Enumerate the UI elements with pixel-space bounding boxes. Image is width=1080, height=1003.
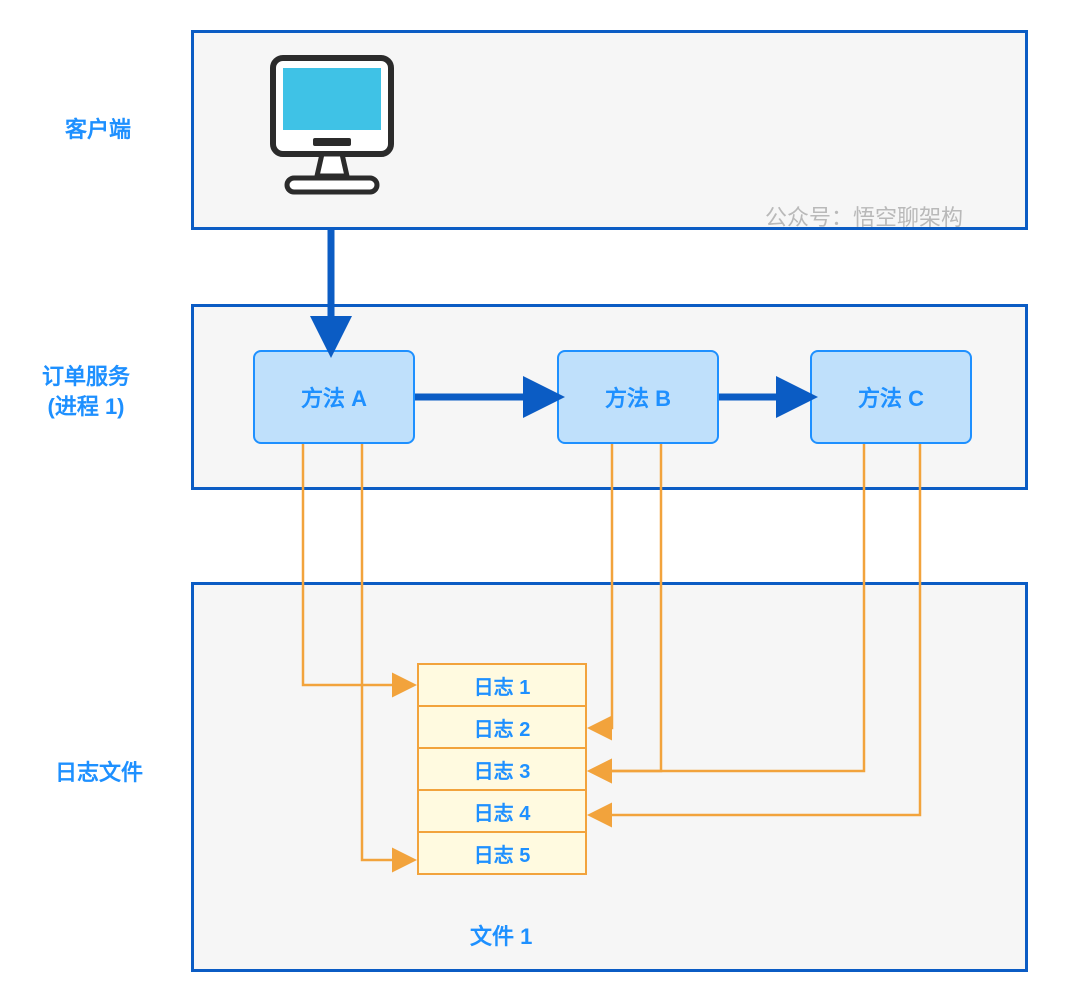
method-c-label: 方法 C [858,381,924,413]
method-b-label: 方法 B [605,381,671,413]
log-entry-label: 日志 4 [474,797,531,826]
method-a-label: 方法 A [301,381,367,413]
client-label: 客户端 [65,115,131,145]
log-entry-5: 日志 5 [417,831,587,875]
log-entry-4: 日志 4 [417,789,587,833]
log-entry-2: 日志 2 [417,705,587,749]
watermark-text: 公众号：悟空聊架构 [765,200,963,232]
log-entry-label: 日志 1 [474,671,531,700]
order-service-label: 订单服务 (进程 1) [42,362,130,421]
log-entry-1: 日志 1 [417,663,587,707]
log-entry-label: 日志 3 [474,755,531,784]
log-entry-label: 日志 2 [474,713,531,742]
method-b-box: 方法 B [557,350,719,444]
file-label: 文件 1 [470,919,532,951]
method-a-box: 方法 A [253,350,415,444]
method-c-box: 方法 C [810,350,972,444]
log-entry-3: 日志 3 [417,747,587,791]
log-files-label: 日志文件 [55,758,143,788]
computer-monitor-icon [267,52,397,202]
log-entry-label: 日志 5 [474,839,531,868]
log-files-panel [191,582,1028,972]
